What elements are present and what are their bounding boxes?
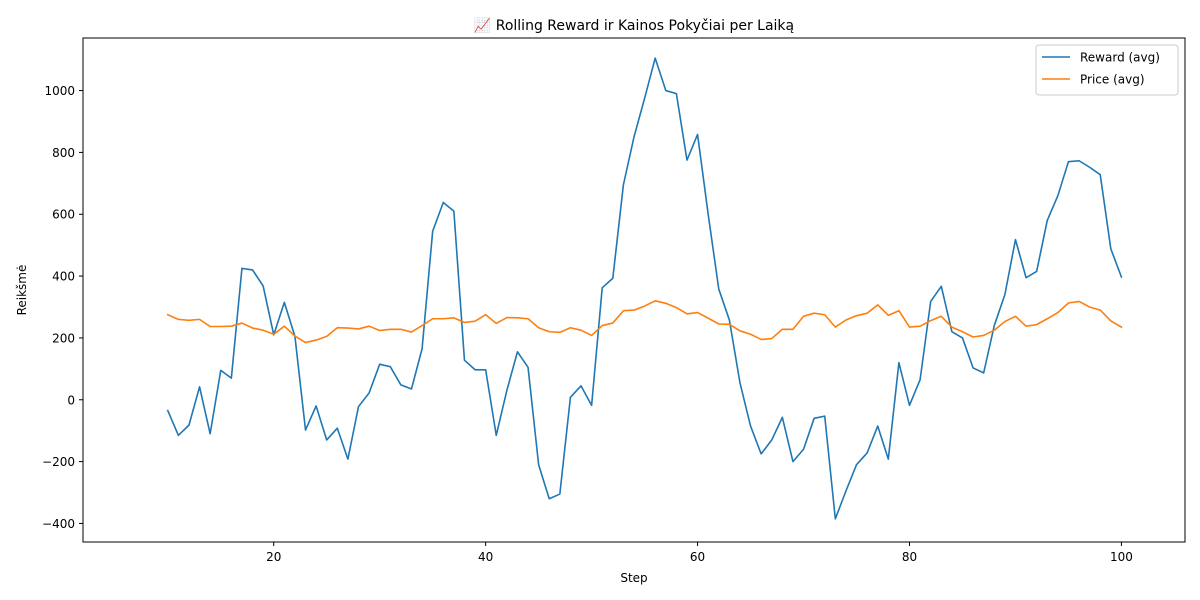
y-tick-label: 600 [52,208,75,222]
axes: 20 40 60 80 100 −400 −200 0 200 400 600 800 1000 [42,37,1186,564]
legend-label-price-avg: Price (avg) [1080,73,1145,87]
chart-title: 📈 Rolling Reward ir Kainos Pokyčiai per … [474,17,794,34]
x-tick-label: 40 [478,550,493,564]
y-tick-label: 200 [52,331,75,345]
y-tick-label: −200 [42,455,75,469]
y-tick-label: −400 [42,517,75,531]
x-tick-label: 80 [902,550,917,564]
legend-box [1035,44,1179,96]
legend-label-reward-avg: Reward (avg) [1080,51,1160,65]
x-tick-label: 60 [690,550,705,564]
y-tick-label: 400 [52,270,75,284]
y-tick-label: 0 [67,393,75,407]
x-axis-label: Step [620,571,647,585]
legend: Reward (avg) Price (avg) [1035,44,1179,96]
y-axis-label: Reikšmė [15,265,29,316]
y-tick-label: 1000 [44,84,75,98]
plot-frame [82,37,1186,543]
x-tick-label: 20 [266,550,281,564]
plot-area [166,57,1123,520]
x-tick-label: 100 [1110,550,1133,564]
y-tick-label: 800 [52,146,75,160]
series-line-reward-avg [166,57,1123,520]
series-line-price-avg [166,300,1123,344]
